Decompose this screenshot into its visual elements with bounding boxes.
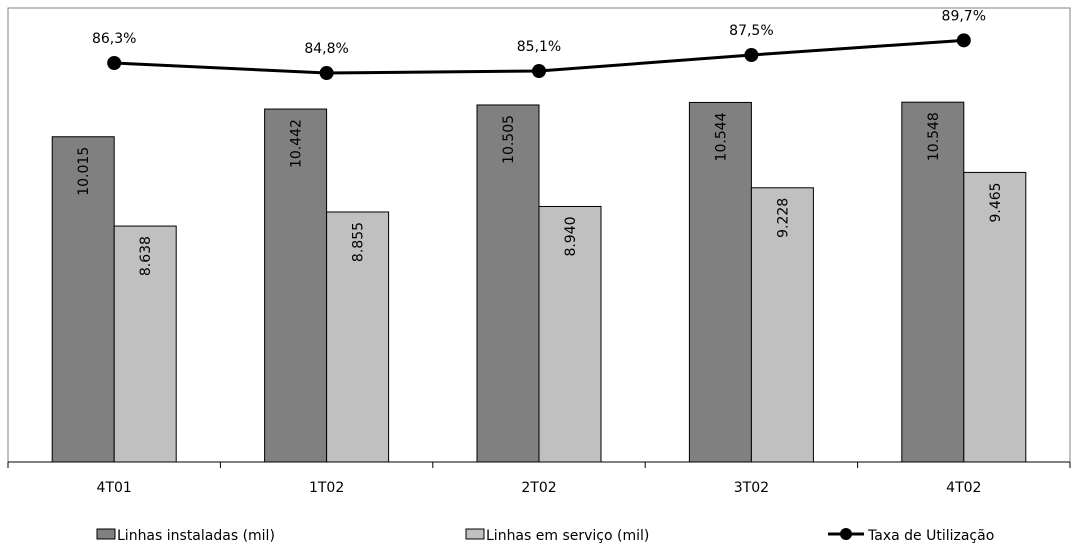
rate-point [107,56,122,70]
x-tick-label: 4T02 [946,480,981,496]
bar-instaladas [476,104,540,463]
x-tick-label: 3T02 [734,480,769,496]
bars [51,101,1027,463]
rate-value-label: 86,3% [92,31,136,47]
bar-instaladas [264,108,328,463]
rate-value-label: 85,1% [517,39,561,55]
bar-em-servico [963,171,1027,463]
rate-value-label: 87,5% [729,23,773,39]
bar-em-servico [113,225,177,463]
bar-value-label: 10.015 [76,147,92,196]
legend-instaladas: Linhas instaladas (mil) [96,528,275,544]
bar-value-label: 10.505 [501,115,517,164]
legend: Linhas instaladas (mil) Linhas em serviço… [96,528,994,544]
x-tick-label: 2T02 [521,480,556,496]
legend-label: Taxa de Utilização [867,528,994,544]
bar-value-label: 8.855 [351,222,367,262]
legend-swatch [96,528,116,540]
bar-em-servico [750,187,814,463]
legend-em-servico: Linhas em serviço (mil) [465,528,649,544]
rate-value-label: 84,8% [304,41,348,57]
x-tick-label: 4T01 [97,480,132,496]
x-tick-label: 1T02 [309,480,344,496]
rate-point [319,66,334,80]
legend-marker [840,528,852,540]
legend-label: Linhas instaladas (mil) [117,528,275,544]
x-axis-ticks [7,462,1071,468]
bar-value-label: 10.544 [713,112,729,161]
rate-value-label: 89,7% [942,8,986,24]
rate-point [532,64,546,78]
bar-instaladas [51,136,115,463]
x-tick-labels: 4T01 1T02 2T02 3T02 4T02 [97,480,982,496]
bar-value-label: 10.548 [926,112,942,161]
rate-line: 86,3% 84,8% 85,1% 87,5% 89,7% [92,8,986,80]
bar-value-label: 9.228 [775,198,791,238]
rate-point [744,48,759,62]
legend-taxa: Taxa de Utilização [828,528,994,544]
bar-labels: 10.015 8.638 10.442 8.855 10.505 8.940 10.544 9… [76,112,1004,276]
rate-point [956,33,971,48]
bar-value-label: 8.638 [138,236,154,276]
legend-label: Linhas em serviço (mil) [486,528,649,544]
bar-instaladas [901,101,965,463]
bar-em-servico [538,205,602,463]
bar-value-label: 10.442 [289,119,305,168]
bar-value-label: 9.465 [988,182,1004,222]
legend-swatch [465,528,485,540]
bar-em-servico [326,211,390,463]
bar-value-label: 8.940 [563,216,579,256]
